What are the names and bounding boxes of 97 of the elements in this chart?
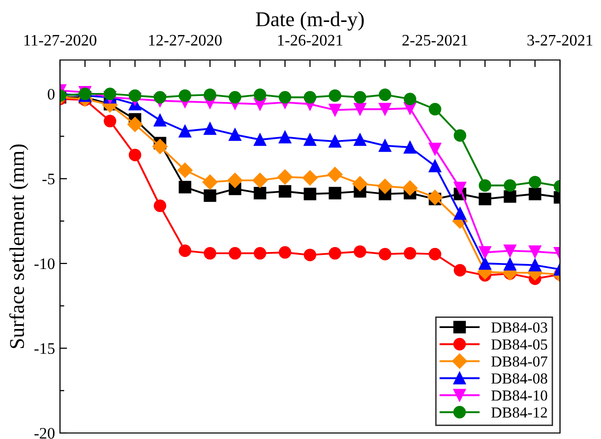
- point: [277, 169, 293, 185]
- point: [178, 180, 192, 194]
- point: [428, 160, 442, 172]
- point: [304, 248, 316, 262]
- point: [378, 248, 392, 260]
- point: [504, 179, 516, 192]
- point: [128, 89, 142, 102]
- point: [352, 176, 368, 192]
- point: [528, 176, 542, 188]
- point: [104, 114, 116, 128]
- point: [402, 180, 418, 196]
- x-tick-label: 1-26-2021: [278, 34, 342, 46]
- point: [454, 207, 466, 220]
- point: [528, 258, 542, 272]
- x-tick-label: 12-27-2020: [149, 34, 222, 46]
- point: [454, 264, 466, 276]
- point: [428, 102, 442, 116]
- point: [354, 102, 366, 116]
- legend-label: DB84-07: [491, 356, 548, 367]
- point: [278, 246, 292, 259]
- y-tick-label: -20: [34, 428, 55, 439]
- point: [354, 133, 366, 146]
- point: [427, 190, 443, 205]
- point: [304, 188, 316, 200]
- point: [254, 186, 266, 200]
- point: [478, 246, 492, 259]
- point: [504, 244, 516, 257]
- legend-label: DB84-10: [491, 390, 548, 401]
- x-tick-label: 2-25-2021: [402, 34, 468, 46]
- point: [178, 244, 192, 257]
- point: [504, 190, 516, 203]
- point: [404, 247, 416, 260]
- x-tick-label: 3-27-2021: [527, 34, 592, 46]
- point: [354, 245, 366, 258]
- point: [478, 257, 492, 270]
- legend-label: DB84-12: [491, 407, 547, 418]
- point: [404, 141, 416, 154]
- point: [278, 185, 292, 198]
- point: [204, 88, 216, 102]
- point: [127, 116, 143, 132]
- point: [228, 128, 242, 141]
- y-tick-label: -15: [34, 343, 55, 354]
- point: [328, 135, 342, 148]
- y-tick-label: -10: [34, 258, 55, 270]
- point: [104, 88, 116, 100]
- point: [378, 102, 392, 116]
- y-axis-title: Surface settlement (mm): [9, 144, 28, 348]
- point: [378, 139, 392, 152]
- y-tick-label: 0: [48, 88, 55, 100]
- point: [428, 248, 442, 260]
- point: [154, 91, 166, 104]
- point: [478, 192, 492, 206]
- point: [204, 247, 216, 260]
- point: [304, 133, 316, 146]
- point: [454, 129, 466, 142]
- point: [254, 247, 266, 260]
- point: [154, 114, 166, 126]
- point: [377, 178, 393, 194]
- point: [202, 174, 218, 190]
- point: [302, 170, 318, 186]
- point: [128, 148, 142, 162]
- point: [327, 166, 343, 182]
- point: [404, 92, 416, 106]
- point: [478, 179, 492, 192]
- point: [378, 88, 392, 102]
- point: [154, 200, 166, 212]
- point: [278, 130, 292, 144]
- x-tick-label: 11-27-2020: [24, 34, 96, 46]
- point: [528, 188, 542, 200]
- point: [278, 91, 292, 104]
- point: [178, 89, 192, 102]
- point: [228, 247, 242, 260]
- point: [304, 91, 316, 104]
- legend-label: DB84-03: [491, 322, 548, 333]
- point: [328, 186, 342, 200]
- legend-label: DB84-05: [491, 339, 548, 350]
- point: [152, 138, 168, 154]
- point: [254, 88, 266, 102]
- point: [504, 258, 516, 271]
- point: [454, 182, 466, 194]
- point: [204, 189, 216, 202]
- point: [328, 104, 342, 116]
- legend-label: DB84-08: [491, 373, 548, 384]
- point: [328, 89, 342, 102]
- point: [227, 172, 243, 188]
- point: [178, 124, 192, 138]
- point: [177, 162, 193, 178]
- point: [354, 91, 366, 104]
- point: [254, 133, 266, 146]
- point: [228, 91, 242, 104]
- point: [204, 122, 216, 135]
- point: [428, 142, 442, 156]
- point: [328, 247, 342, 260]
- y-tick-label: -5: [42, 174, 55, 184]
- x-axis-title: Date (m-d-y): [256, 12, 364, 31]
- point: [528, 245, 542, 258]
- point: [252, 172, 268, 188]
